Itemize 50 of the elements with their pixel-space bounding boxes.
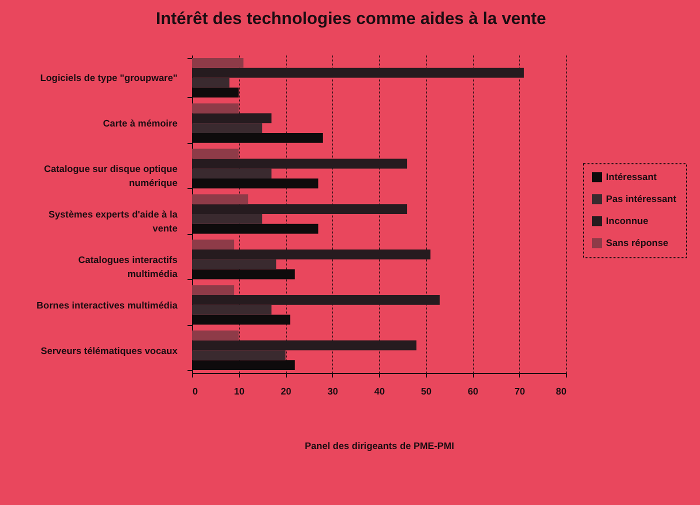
bar (192, 330, 239, 340)
x-tick-label: 70 (514, 386, 526, 398)
bar (192, 58, 244, 68)
bar (192, 269, 295, 280)
bar (192, 113, 272, 124)
x-tick-label: 0 (192, 386, 198, 398)
bar (192, 88, 239, 98)
bar (192, 340, 416, 350)
y-tick-label: Systèmes experts d'aide à la vente (48, 210, 178, 234)
bar (192, 78, 230, 88)
y-tick-label: Logiciels de type "groupware" (40, 73, 178, 84)
legend-label: Sans réponse (606, 238, 668, 250)
x-tick-label: 20 (280, 386, 292, 398)
bar (192, 194, 248, 204)
y-tick-label: Bornes interactives multimédia (36, 300, 178, 312)
bar (192, 123, 262, 134)
x-tick-label: 30 (327, 386, 338, 398)
legend-label: Inconnue (606, 216, 648, 228)
bar (192, 304, 272, 315)
bar (192, 103, 239, 114)
bar (192, 250, 430, 260)
bar (192, 148, 239, 159)
x-tick-label: 50 (420, 386, 432, 398)
bar (192, 178, 318, 188)
bar (192, 168, 272, 178)
bar (192, 285, 234, 295)
bar (192, 259, 276, 270)
y-tick-label: Catalogues interactifs multimédia (78, 254, 178, 280)
bar (192, 350, 286, 360)
x-tick-label: 40 (374, 386, 385, 398)
x-tick-label: 60 (468, 386, 478, 398)
x-axis-title: Panel des dirigeants de PME-PMI (304, 441, 454, 452)
bar (192, 224, 318, 234)
chart-title: Intérêt des technologies comme aides à la vente (156, 9, 546, 28)
bar (192, 158, 408, 169)
bar (192, 240, 234, 250)
bar (192, 294, 440, 305)
y-tick-label: Carte à mémoire (103, 118, 178, 130)
bar (192, 360, 295, 370)
bar (192, 204, 408, 214)
bar (192, 314, 290, 325)
bar (192, 68, 524, 78)
y-tick-label: Catalogue sur disque optique numérique (44, 164, 178, 190)
legend-label: Intéressant (606, 172, 658, 184)
bar (192, 133, 323, 143)
x-tick-label: 80 (556, 386, 566, 398)
y-tick-label: Serveurs télématiques vocaux (40, 346, 178, 357)
x-tick-label: 10 (234, 386, 245, 398)
bar (192, 214, 262, 224)
legend-label: Pas intéressant (606, 194, 678, 206)
